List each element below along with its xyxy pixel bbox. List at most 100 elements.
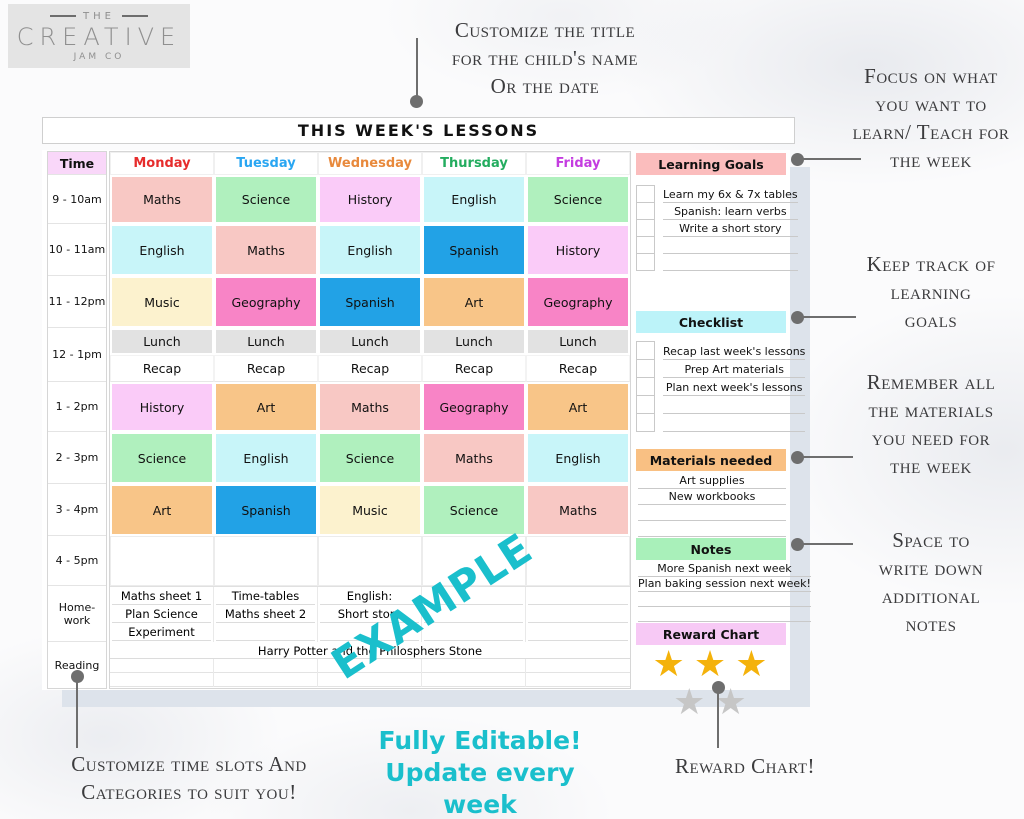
goal-line[interactable]: Write a short story xyxy=(663,220,798,237)
lesson-cell[interactable]: Music xyxy=(110,276,214,328)
lesson-cell[interactable]: Science xyxy=(110,432,214,484)
star-icon[interactable]: ★ xyxy=(673,682,708,723)
recap-cell[interactable]: Recap xyxy=(214,355,318,382)
lunch-cell[interactable]: Lunch xyxy=(214,328,318,355)
planner-title[interactable]: THIS WEEK'S LESSONS xyxy=(42,117,795,144)
homework-cell[interactable] xyxy=(526,587,630,642)
checkbox[interactable] xyxy=(636,253,655,271)
lesson-cell[interactable]: English xyxy=(422,175,526,224)
reading-row[interactable]: Harry Potter and the Philosphers Stone xyxy=(110,642,630,688)
lesson-cell[interactable] xyxy=(110,536,214,586)
notes-line[interactable]: Plan baking session next week! xyxy=(638,577,811,592)
time-slot-label[interactable]: 2 - 3pm xyxy=(48,432,106,484)
reading-row-label[interactable]: Reading xyxy=(54,658,100,672)
homework-cell[interactable]: English: Short story xyxy=(318,587,422,642)
time-slot-label[interactable]: 10 - 11am xyxy=(48,224,106,276)
time-slot-label[interactable]: 3 - 4pm xyxy=(48,484,106,536)
lesson-cell[interactable]: Geography xyxy=(526,276,630,328)
lesson-cell[interactable]: Maths xyxy=(422,432,526,484)
lesson-cell[interactable]: Maths xyxy=(110,175,214,224)
recap-cell[interactable]: Recap xyxy=(422,355,526,382)
lesson-cell[interactable]: Spanish xyxy=(214,484,318,536)
notes-line[interactable]: More Spanish next week xyxy=(638,562,811,577)
recap-cell[interactable]: Recap xyxy=(526,355,630,382)
time-slot-label[interactable]: 12 - 1pm xyxy=(48,328,106,382)
lesson-cell[interactable]: English xyxy=(526,432,630,484)
lesson-cell[interactable]: Maths xyxy=(214,224,318,276)
lesson-cell[interactable]: Geography xyxy=(422,382,526,432)
lesson-cell[interactable]: English xyxy=(110,224,214,276)
star-icon[interactable]: ★ xyxy=(735,644,770,685)
materials-line[interactable]: Art supplies xyxy=(638,473,786,489)
recap-cell[interactable]: Recap xyxy=(110,355,214,382)
checklist-line[interactable]: Recap last week's lessons xyxy=(663,342,806,360)
time-slot-label[interactable]: 1 - 2pm xyxy=(48,382,106,432)
lesson-cell[interactable]: English xyxy=(214,432,318,484)
lesson-cell[interactable]: History xyxy=(526,224,630,276)
notes-line[interactable] xyxy=(638,592,811,607)
connector-dot xyxy=(791,153,804,166)
lesson-cell[interactable]: Art xyxy=(526,382,630,432)
lesson-cell[interactable]: English xyxy=(318,224,422,276)
lesson-cell[interactable]: Science xyxy=(214,175,318,224)
time-slot-label[interactable]: 4 - 5pm xyxy=(48,536,106,586)
checkbox[interactable] xyxy=(636,219,655,237)
checklist-line[interactable] xyxy=(663,414,806,432)
checkbox[interactable] xyxy=(636,202,655,220)
checklist-line[interactable]: Plan next week's lessons xyxy=(663,378,806,396)
lesson-cell[interactable]: Art xyxy=(214,382,318,432)
lunch-cell[interactable]: Lunch xyxy=(318,328,422,355)
lesson-cell[interactable] xyxy=(318,536,422,586)
lesson-cell[interactable]: History xyxy=(318,175,422,224)
lesson-cell[interactable]: Science xyxy=(422,484,526,536)
lesson-cell[interactable] xyxy=(214,536,318,586)
connector-line xyxy=(801,543,853,545)
checkbox[interactable] xyxy=(636,359,655,378)
materials-line[interactable]: New workbooks xyxy=(638,489,786,505)
lesson-cell[interactable]: History xyxy=(110,382,214,432)
lunch-cell[interactable]: Lunch xyxy=(422,328,526,355)
checkbox[interactable] xyxy=(636,377,655,396)
checklist-line[interactable]: Prep Art materials xyxy=(663,360,806,378)
notes-line[interactable] xyxy=(638,607,811,622)
time-slot-label[interactable]: 11 - 12pm xyxy=(48,276,106,328)
materials-line[interactable] xyxy=(638,521,786,537)
lesson-cell[interactable]: Science xyxy=(526,175,630,224)
goal-line[interactable]: Learn my 6x & 7x tables xyxy=(663,188,798,203)
homework-cell[interactable] xyxy=(422,587,526,642)
recap-cell[interactable]: Recap xyxy=(318,355,422,382)
homework-cell[interactable]: Time-tables Maths sheet 2 xyxy=(214,587,318,642)
star-icon[interactable]: ★ xyxy=(693,644,729,685)
lunch-cell[interactable]: Lunch xyxy=(110,328,214,355)
lesson-cell[interactable]: Science xyxy=(318,432,422,484)
homework-cell[interactable]: Maths sheet 1 Plan Science Experiment xyxy=(110,587,214,642)
goal-line[interactable] xyxy=(663,237,798,254)
lesson-cell[interactable]: Geography xyxy=(214,276,318,328)
connector-dot xyxy=(791,451,804,464)
lunch-cell[interactable]: Lunch xyxy=(526,328,630,355)
lesson-cell[interactable]: Spanish xyxy=(318,276,422,328)
checkbox[interactable] xyxy=(636,413,655,432)
homework-row-label[interactable]: Home- work xyxy=(48,586,106,642)
goal-line[interactable]: Spanish: learn verbs xyxy=(663,203,798,220)
checkbox[interactable] xyxy=(636,341,655,360)
materials-line[interactable] xyxy=(638,505,786,521)
time-slot-label[interactable]: 9 - 10am xyxy=(48,175,106,224)
day-header: Tuesday xyxy=(214,152,318,175)
lesson-cell[interactable]: Maths xyxy=(318,382,422,432)
lesson-cell[interactable]: Art xyxy=(422,276,526,328)
checkbox[interactable] xyxy=(636,185,655,203)
star-icon[interactable]: ★ xyxy=(652,644,687,685)
lesson-cell[interactable]: Spanish xyxy=(422,224,526,276)
checklist-line[interactable] xyxy=(663,396,806,414)
lesson-cell[interactable]: Maths xyxy=(526,484,630,536)
checkbox[interactable] xyxy=(636,395,655,414)
checkbox[interactable] xyxy=(636,236,655,254)
reading-entry[interactable]: Harry Potter and the Philosphers Stone xyxy=(110,642,630,659)
lesson-cell[interactable]: Art xyxy=(110,484,214,536)
lesson-cell[interactable]: Music xyxy=(318,484,422,536)
sidebar: Learning Goals Learn my 6x & 7x tables S… xyxy=(636,152,811,722)
lesson-cell[interactable] xyxy=(422,536,526,586)
lesson-cell[interactable] xyxy=(526,536,630,586)
goal-line[interactable] xyxy=(663,254,798,271)
